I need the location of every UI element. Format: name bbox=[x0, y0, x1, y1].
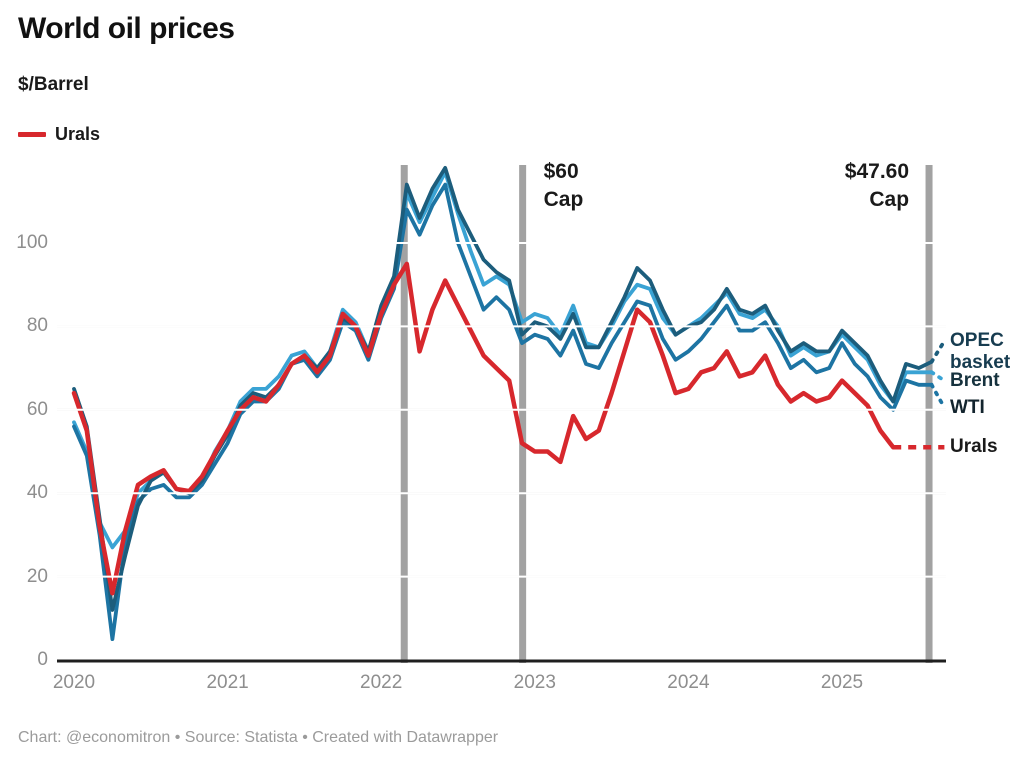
legend-label-urals: Urals bbox=[55, 124, 101, 144]
legend-swatch-urals-line bbox=[18, 132, 46, 137]
chart-title: World oil prices bbox=[18, 12, 235, 45]
series-line-opec-basket bbox=[72, 166, 934, 612]
series-line-urals bbox=[71, 261, 896, 596]
chart-subtitle: $/Barrel bbox=[18, 74, 89, 95]
series-line-projected-brent bbox=[929, 370, 947, 383]
legend: Urals bbox=[18, 124, 100, 145]
footer-attribution: Chart: @economitron • Source: Statista •… bbox=[18, 729, 499, 746]
series-line-projected-wti bbox=[929, 382, 947, 410]
series-line-wti bbox=[72, 182, 934, 641]
series-line-projected-opec-basket bbox=[929, 339, 947, 364]
